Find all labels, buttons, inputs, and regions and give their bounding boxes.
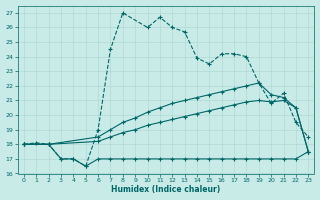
X-axis label: Humidex (Indice chaleur): Humidex (Indice chaleur): [111, 185, 221, 194]
